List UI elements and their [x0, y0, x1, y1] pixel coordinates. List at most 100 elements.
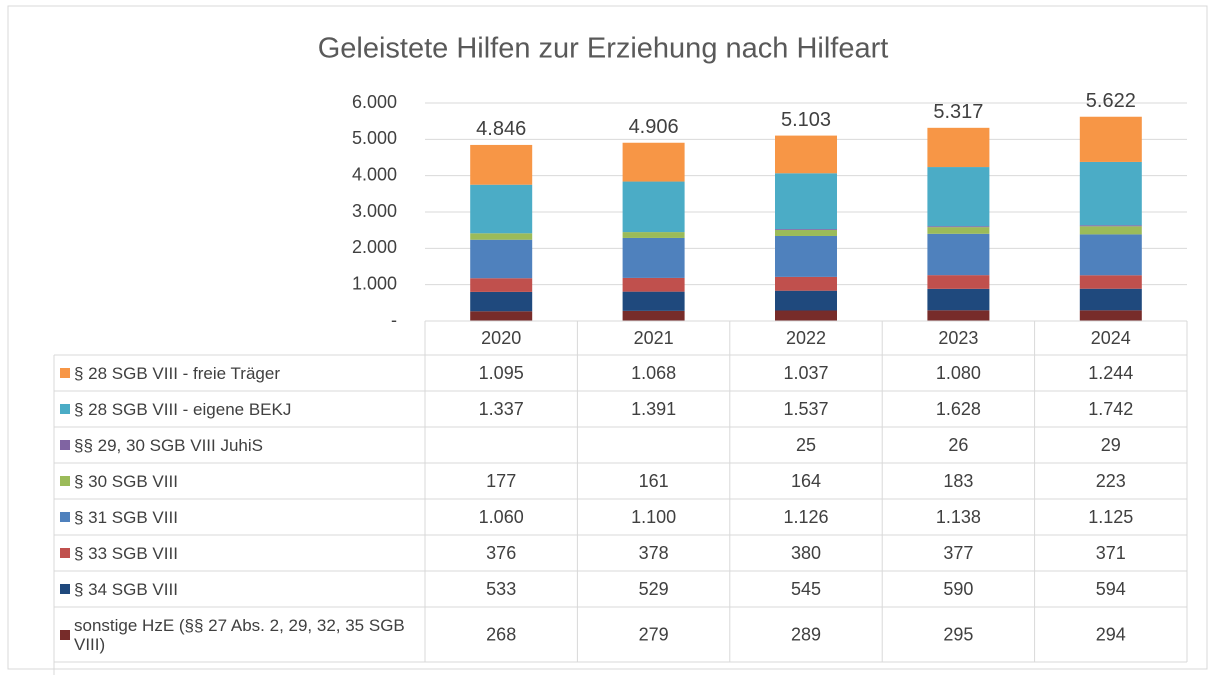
table-value: 1.537: [783, 399, 828, 419]
y-tick-label: 6.000: [352, 92, 397, 112]
legend-key: [60, 368, 70, 378]
total-label: 4.906: [629, 116, 679, 138]
y-tick-label: -: [391, 310, 397, 330]
table-value: 1.125: [1088, 507, 1133, 527]
legend-item: sonstige HzE (§§ 27 Abs. 2, 29, 32, 35 S…: [60, 607, 421, 662]
table-value: 376: [486, 543, 516, 563]
bar-segment: [622, 142, 685, 182]
legend-label: § 30 SGB VIII: [74, 471, 178, 491]
bar-segment: [470, 311, 533, 321]
bar-segment: [775, 173, 837, 230]
table-value: 1.126: [783, 507, 828, 527]
y-tick-label: 5.000: [352, 128, 397, 148]
bar-segment: [927, 227, 990, 234]
table-value: 529: [639, 579, 669, 599]
bar-segment: [927, 167, 990, 227]
legend-item: § 28 SGB VIII - eigene BEKJ: [60, 391, 421, 427]
table-value: 289: [791, 624, 821, 644]
y-tick-label: 1.000: [352, 273, 397, 293]
x-tick-label: 2023: [938, 328, 978, 348]
table-value: 590: [943, 579, 973, 599]
bar-segment: [470, 239, 533, 279]
bar-segment: [470, 278, 533, 292]
bar-segment: [927, 226, 990, 228]
bar-segment: [775, 276, 837, 291]
legend-label: § 28 SGB VIII - freie Träger: [74, 363, 280, 383]
legend-entry: § 31 SGB VIII: [60, 499, 421, 535]
table-value: 1.100: [631, 507, 676, 527]
table-value: 177: [486, 471, 516, 491]
bar-segment: [470, 184, 533, 234]
table-value: 295: [943, 624, 973, 644]
table-value: 25: [796, 435, 816, 455]
bar-segment: [1079, 310, 1142, 321]
legend-key: [60, 512, 70, 522]
legend-label: § 31 SGB VIII: [74, 507, 178, 527]
legend-item: § 31 SGB VIII: [60, 499, 421, 535]
table-value: 1.037: [783, 363, 828, 383]
chart-title: Geleistete Hilfen zur Erziehung nach Hil…: [318, 33, 889, 65]
bar-segment: [1079, 234, 1142, 276]
legend-entry: sonstige HzE (§§ 27 Abs. 2, 29, 32, 35 S…: [60, 607, 421, 662]
legend-key: [60, 404, 70, 414]
legend-item: § 34 SGB VIII: [60, 571, 421, 607]
table-value: 268: [486, 624, 516, 644]
bar-segment: [622, 277, 685, 292]
legend-entry: § 30 SGB VIII: [60, 463, 421, 499]
total-label: 5.622: [1086, 90, 1136, 112]
table-value: 161: [639, 471, 669, 491]
y-tick-label: 3.000: [352, 201, 397, 221]
legend-entry: §§ 29, 30 SGB VIII JuhiS: [60, 427, 421, 463]
table-value: 29: [1101, 435, 1121, 455]
bar-segment: [775, 235, 837, 277]
legend-item: §§ 29, 30 SGB VIII JuhiS: [60, 427, 421, 463]
total-label: 5.103: [781, 109, 831, 131]
y-tick-label: 4.000: [352, 164, 397, 184]
bar-segment: [622, 232, 685, 238]
table-value: 1.244: [1088, 363, 1133, 383]
legend-entry: § 28 SGB VIII - freie Träger: [60, 355, 421, 391]
table-value: 1.095: [479, 363, 524, 383]
legend-item: § 30 SGB VIII: [60, 463, 421, 499]
table-value: 1.138: [936, 507, 981, 527]
bar-segment: [775, 310, 837, 321]
bar-segment: [622, 237, 685, 278]
legend-entry: § 33 SGB VIII: [60, 544, 178, 563]
bar-segment: [1079, 226, 1142, 235]
table-value: 223: [1096, 471, 1126, 491]
legend-label: §§ 29, 30 SGB VIII JuhiS: [74, 435, 264, 455]
table-value: 1.080: [936, 363, 981, 383]
bar-segment: [470, 291, 533, 312]
table-value: 1.742: [1088, 399, 1133, 419]
legend-key: [60, 476, 70, 486]
legend-key: [60, 629, 70, 640]
bar-segment: [775, 230, 837, 236]
legend-entry: § 34 SGB VIII: [60, 571, 421, 607]
table-value: 183: [943, 471, 973, 491]
bar-segment: [470, 233, 533, 240]
total-label: 5.317: [933, 101, 983, 123]
table-value: 26: [948, 435, 968, 455]
y-tick-label: 2.000: [352, 237, 397, 257]
bar-segment: [622, 181, 685, 233]
table-value: 533: [486, 579, 516, 599]
bar-segment: [1079, 161, 1142, 226]
table-value: 1.337: [479, 399, 524, 419]
bar-segment: [470, 144, 533, 185]
table-value: 294: [1096, 624, 1126, 644]
table-value: 1.060: [479, 507, 524, 527]
table-value: 1.628: [936, 399, 981, 419]
legend-label: § 34 SGB VIII: [74, 579, 178, 599]
bar-segment: [927, 127, 990, 168]
x-tick-label: 2020: [481, 328, 521, 348]
x-tick-label: 2024: [1091, 328, 1131, 348]
table-value: 371: [1096, 543, 1126, 563]
legend-key: [60, 440, 70, 450]
bar-segment: [927, 233, 990, 276]
table-value: 377: [943, 543, 973, 563]
bar-segment: [775, 229, 837, 231]
bar-segment: [622, 310, 685, 321]
bar-segment: [622, 291, 685, 311]
legend-item: § 28 SGB VIII - freie Träger: [60, 355, 421, 391]
bar-segment: [1079, 116, 1142, 162]
